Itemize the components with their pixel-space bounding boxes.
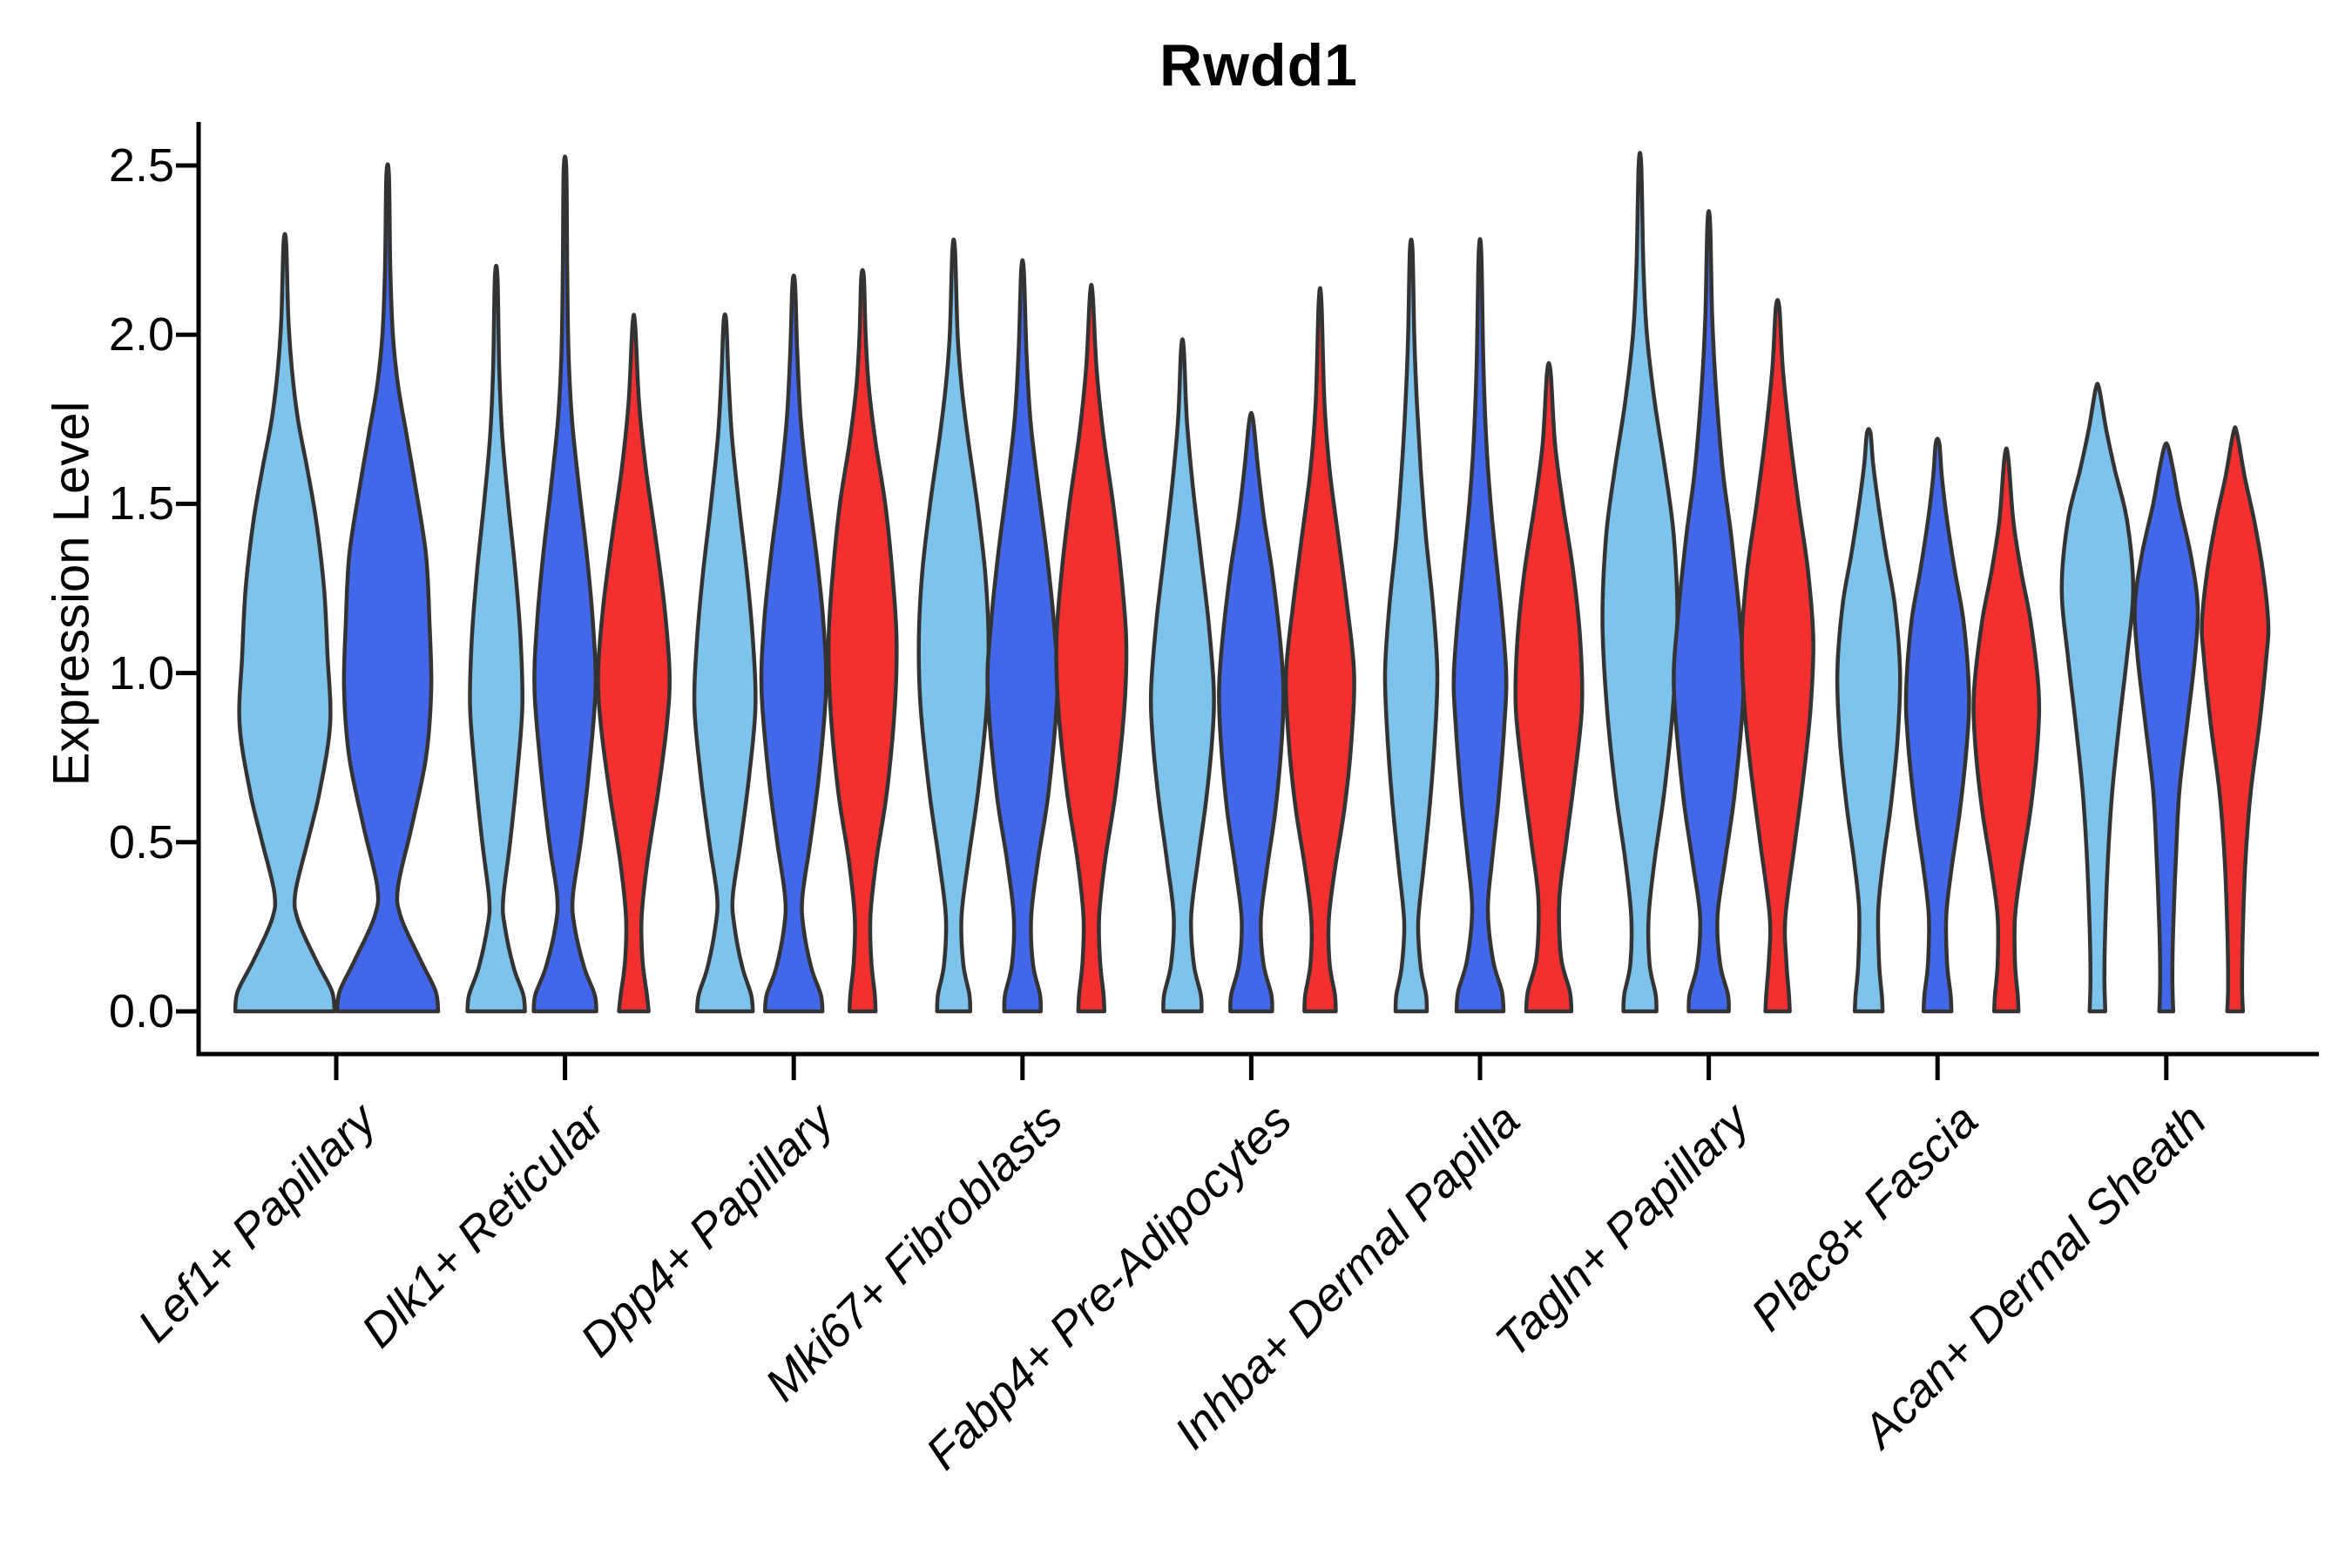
violin-fabp4-dark_blue <box>1217 410 1286 1014</box>
violin-acan-dark_blue <box>2132 441 2200 1014</box>
violin-mki67-dark_blue <box>985 258 1060 1014</box>
violin-lef1-dark_blue <box>335 162 441 1014</box>
violin-plac8-light_blue <box>1835 427 1903 1014</box>
violin-acan-light_blue <box>2059 382 2136 1014</box>
violin-dlk1-dark_blue <box>531 154 598 1014</box>
violin-acan-red <box>2200 425 2271 1014</box>
violin-fabp4-light_blue <box>1148 337 1216 1014</box>
violin-lef1-light_blue <box>233 232 337 1014</box>
violin-inhba-red <box>1513 361 1585 1014</box>
chart-title: Rwdd1 <box>1159 32 1358 98</box>
violin-dpp4-dark_blue <box>759 273 828 1014</box>
violin-mki67-red <box>1054 282 1129 1014</box>
y-tick-label: 1.5 <box>108 477 174 531</box>
violin-dpp4-red <box>826 267 899 1014</box>
violin-dlk1-red <box>596 313 672 1014</box>
y-tick-label: 1.0 <box>108 646 174 700</box>
y-tick-label: 2.5 <box>108 139 174 192</box>
violin-dpp4-light_blue <box>692 312 758 1014</box>
violin-plac8-red <box>1971 446 2042 1014</box>
violin-fabp4-red <box>1283 286 1356 1014</box>
violin-tagln-dark_blue <box>1672 209 1747 1014</box>
violin-plac8-dark_blue <box>1903 436 1971 1014</box>
y-tick-label: 0.5 <box>108 815 174 868</box>
violin-mki67-light_blue <box>916 237 991 1014</box>
violin-tagln-light_blue <box>1600 151 1680 1014</box>
violin-inhba-light_blue <box>1382 237 1440 1014</box>
y-tick-label: 0.0 <box>108 985 174 1037</box>
y-axis-label: Expression Level <box>43 401 100 787</box>
violin-tagln-red <box>1740 298 1815 1014</box>
violin-dlk1-light_blue <box>465 263 527 1014</box>
violin-inhba-dark_blue <box>1451 237 1509 1014</box>
y-tick-label: 2.0 <box>108 308 174 362</box>
